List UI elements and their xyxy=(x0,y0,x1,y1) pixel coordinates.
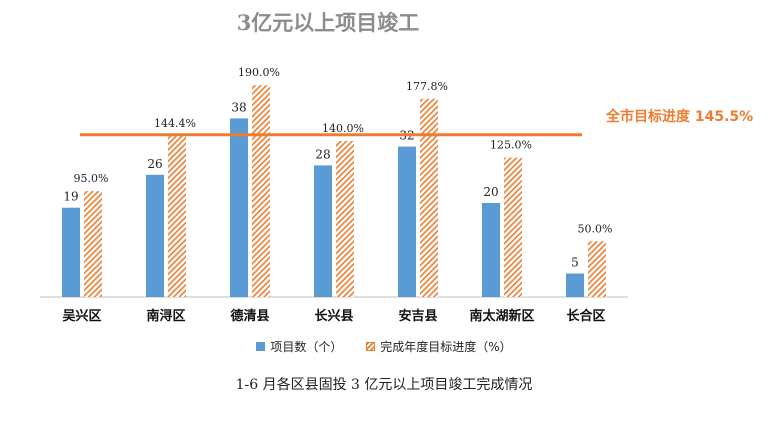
bar-count-2 xyxy=(230,118,248,298)
data-label-progress-4: 177.8% xyxy=(406,80,448,93)
category-label-6: 长合区 xyxy=(566,308,605,324)
bar-count-1 xyxy=(146,174,164,297)
data-label-progress-3: 140.0% xyxy=(322,122,364,135)
bar-progress-1 xyxy=(168,135,186,297)
bar-count-5 xyxy=(482,203,500,297)
legend-swatch-blue xyxy=(256,342,266,351)
data-label-count-6: 5 xyxy=(571,256,579,270)
legend-item-progress: 完成年度目标进度（%） xyxy=(366,338,512,355)
target-line-group: 全市目标进度 145.5% xyxy=(80,108,753,137)
chart-title: 3亿元以上项目竣工 xyxy=(237,10,420,35)
bar-count-4 xyxy=(398,146,416,297)
legend: 项目数（个） 完成年度目标进度（%） xyxy=(0,338,768,355)
category-label-1: 南浔区 xyxy=(146,308,185,324)
data-label-progress-6: 50.0% xyxy=(578,222,613,235)
bar-progress-6 xyxy=(588,241,606,297)
bar-progress-5 xyxy=(504,157,522,297)
bar-count-3 xyxy=(314,165,332,297)
legend-swatch-hatch xyxy=(366,342,376,351)
figure-caption: 1-6 月各区县固投 3 亿元以上项目竣工完成情况 xyxy=(235,377,533,393)
category-label-4: 安吉县 xyxy=(398,308,437,324)
category-label-5: 南太湖新区 xyxy=(469,308,534,324)
data-label-count-0: 19 xyxy=(63,190,78,204)
category-label-2: 德清县 xyxy=(230,308,269,324)
data-label-progress-0: 95.0% xyxy=(74,172,109,185)
legend-label-count: 项目数（个） xyxy=(270,340,343,354)
data-label-count-5: 20 xyxy=(483,185,498,199)
legend-item-count: 项目数（个） xyxy=(256,338,342,355)
data-label-progress-2: 190.0% xyxy=(238,66,280,79)
bar-count-0 xyxy=(62,207,80,297)
data-label-count-3: 28 xyxy=(315,147,330,161)
bar-progress-3 xyxy=(336,140,354,297)
category-label-3: 长兴县 xyxy=(314,308,353,324)
data-label-count-1: 26 xyxy=(147,157,162,171)
bar-count-6 xyxy=(566,273,584,297)
legend-label-progress: 完成年度目标进度（%） xyxy=(380,340,512,354)
category-label-0: 吴兴区 xyxy=(62,308,101,324)
bar-progress-0 xyxy=(84,191,102,297)
bars-layer: 19 95.0% 吴兴区 26 144.4% 南浔区 38 190.0% 德清县 28 140.0%… xyxy=(62,66,612,324)
bar-progress-2 xyxy=(252,85,270,298)
data-label-progress-1: 144.4% xyxy=(154,117,196,130)
data-label-count-2: 38 xyxy=(231,100,246,114)
bar-progress-4 xyxy=(420,98,438,298)
data-label-progress-5: 125.0% xyxy=(490,139,532,152)
target-line-label: 全市目标进度 145.5% xyxy=(605,108,753,125)
